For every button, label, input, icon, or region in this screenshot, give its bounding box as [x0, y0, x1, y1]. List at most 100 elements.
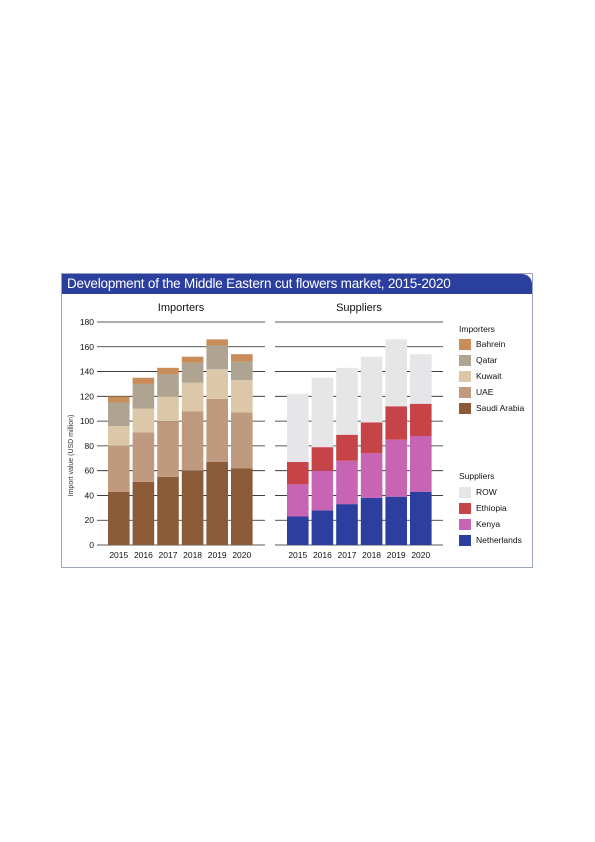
- bar-importers-qatar-2016: [132, 383, 155, 409]
- panel-title-importers: Importers: [158, 302, 205, 314]
- bar-importers-bahrein-2018: [181, 356, 204, 363]
- bar-suppliers-ethiopia-2018: [360, 422, 383, 454]
- bar-suppliers-ethiopia-2020: [410, 403, 432, 436]
- x-tick-label: 2016: [134, 550, 153, 560]
- legend-label-row: ROW: [476, 487, 497, 497]
- bar-importers-saudi-arabia-2015: [108, 491, 130, 545]
- bar-suppliers-netherlands-2020: [410, 491, 432, 545]
- bar-suppliers-row-2017: [336, 367, 358, 435]
- legend-label-uae: UAE: [476, 387, 494, 397]
- bar-importers-saudi-arabia-2018: [181, 470, 204, 545]
- title-bar: Development of the Middle Eastern cut fl…: [62, 274, 532, 294]
- bar-importers-uae-2015: [108, 445, 130, 492]
- bar-importers-uae-2018: [181, 411, 204, 471]
- legend-label-saudi-arabia: Saudi Arabia: [476, 403, 524, 413]
- bar-importers-bahrein-2017: [157, 367, 179, 375]
- y-tick-label: 140: [80, 367, 94, 377]
- legend-swatch-uae: [459, 387, 471, 398]
- legend-swatch-kenya: [459, 519, 471, 530]
- bar-importers-kuwait-2019: [206, 369, 228, 399]
- legend-swatch-qatar: [459, 355, 471, 366]
- legend-label-ethiopia: Ethiopia: [476, 503, 507, 513]
- bar-importers-bahrein-2020: [231, 354, 253, 362]
- x-tick-label: 2020: [232, 550, 251, 560]
- legend-swatch-kuwait: [459, 371, 471, 382]
- legend-swatch-row: [459, 487, 471, 498]
- bar-importers-kuwait-2018: [181, 382, 204, 412]
- x-tick-label: 2018: [183, 550, 202, 560]
- chart-title: Development of the Middle Eastern cut fl…: [67, 276, 451, 291]
- bar-suppliers-netherlands-2018: [360, 497, 383, 545]
- bar-suppliers-kenya-2015: [287, 484, 309, 517]
- bar-importers-qatar-2020: [231, 361, 253, 381]
- bar-importers-kuwait-2020: [231, 380, 253, 413]
- bar-importers-uae-2016: [132, 432, 155, 482]
- y-tick-label: 100: [80, 416, 94, 426]
- x-tick-label: 2020: [411, 550, 430, 560]
- bar-suppliers-row-2020: [410, 354, 432, 404]
- x-tick-label: 2019: [208, 550, 227, 560]
- bar-importers-bahrein-2015: [108, 396, 130, 403]
- bar-suppliers-netherlands-2017: [336, 504, 358, 545]
- bar-importers-saudi-arabia-2019: [206, 461, 228, 545]
- legend-label-kenya: Kenya: [476, 519, 500, 529]
- bar-importers-kuwait-2015: [108, 426, 130, 446]
- bar-suppliers-row-2016: [311, 377, 334, 448]
- bar-importers-bahrein-2016: [132, 377, 155, 384]
- x-tick-label: 2019: [387, 550, 406, 560]
- bar-importers-qatar-2017: [157, 374, 179, 397]
- bar-importers-uae-2017: [157, 421, 179, 477]
- legend-label-kuwait: Kuwait: [476, 371, 502, 381]
- legend-label-netherlands: Netherlands: [476, 535, 522, 545]
- legend-title-suppliers: Suppliers: [459, 471, 494, 481]
- legend-label-bahrein: Bahrein: [476, 339, 506, 349]
- bar-suppliers-kenya-2017: [336, 460, 358, 505]
- bar-importers-saudi-arabia-2017: [157, 476, 179, 545]
- legend-swatch-netherlands: [459, 535, 471, 546]
- bar-suppliers-netherlands-2019: [385, 496, 407, 545]
- x-tick-label: 2018: [362, 550, 381, 560]
- bar-suppliers-ethiopia-2015: [287, 461, 309, 485]
- bar-suppliers-kenya-2018: [360, 453, 383, 498]
- panel-title-suppliers: Suppliers: [336, 302, 382, 314]
- bar-suppliers-kenya-2016: [311, 470, 334, 511]
- y-tick-label: 80: [85, 441, 95, 451]
- bar-importers-bahrein-2019: [206, 339, 228, 346]
- bar-suppliers-row-2015: [287, 393, 309, 462]
- bar-suppliers-netherlands-2015: [287, 516, 309, 545]
- legend-swatch-ethiopia: [459, 503, 471, 514]
- bar-suppliers-kenya-2020: [410, 435, 432, 492]
- y-tick-label: 120: [80, 391, 94, 401]
- bar-importers-saudi-arabia-2020: [231, 468, 253, 545]
- legend-swatch-bahrein: [459, 339, 471, 350]
- x-tick-label: 2015: [109, 550, 128, 560]
- y-tick-label: 0: [89, 540, 94, 550]
- y-tick-label: 180: [80, 317, 94, 327]
- chart-figure: Development of the Middle Eastern cut fl…: [61, 273, 533, 568]
- bar-importers-qatar-2019: [206, 345, 228, 370]
- y-tick-label: 20: [85, 515, 95, 525]
- x-tick-label: 2017: [338, 550, 357, 560]
- bar-suppliers-row-2018: [360, 356, 383, 423]
- y-tick-label: 60: [85, 466, 95, 476]
- bar-importers-saudi-arabia-2016: [132, 481, 155, 545]
- bar-importers-kuwait-2017: [157, 396, 179, 422]
- bar-importers-uae-2020: [231, 412, 253, 469]
- legend-title-importers: Importers: [459, 324, 495, 334]
- bar-suppliers-ethiopia-2017: [336, 434, 358, 461]
- y-axis-label: Import value (USD million): [68, 415, 75, 497]
- bar-suppliers-kenya-2019: [385, 439, 407, 497]
- bar-importers-qatar-2018: [181, 362, 204, 383]
- bar-importers-qatar-2015: [108, 402, 130, 427]
- legend-label-qatar: Qatar: [476, 355, 497, 365]
- x-tick-label: 2017: [159, 550, 178, 560]
- y-tick-label: 40: [85, 490, 95, 500]
- chart-canvas: 0 20 40 60 80 100 120 140 160 180 Import value (US…: [68, 302, 524, 560]
- y-tick-label: 160: [80, 342, 94, 352]
- x-tick-label: 2016: [313, 550, 332, 560]
- bar-suppliers-ethiopia-2016: [311, 447, 334, 471]
- legend-swatch-saudi-arabia: [459, 403, 471, 414]
- x-tick-label: 2015: [288, 550, 307, 560]
- bar-suppliers-ethiopia-2019: [385, 406, 407, 440]
- bar-importers-kuwait-2016: [132, 408, 155, 433]
